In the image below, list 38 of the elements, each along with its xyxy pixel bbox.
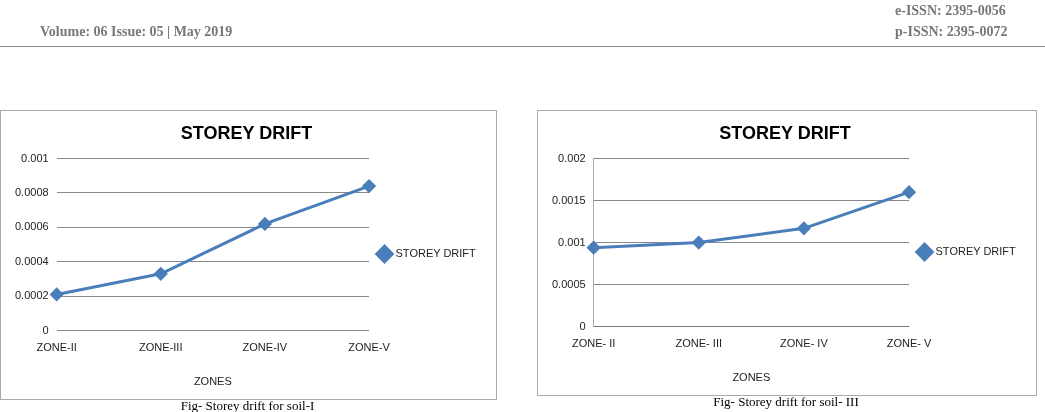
x-tick-label: ZONE- III [675, 337, 722, 350]
text: Volume: 06 Issue: 05 | May 2019 [40, 24, 233, 40]
text: p-ISSN: 2395-0072 [895, 24, 1008, 40]
y-tick-label: 0.002 [558, 151, 586, 164]
y-tick-label: 0.0008 [14, 186, 49, 199]
chart-title: STOREY DRIFT [719, 122, 851, 143]
point [587, 241, 601, 255]
x-tick-label: ZONE-II [36, 341, 77, 354]
y-tick-label: 0.0005 [551, 277, 586, 290]
legend-label: STOREY DRIFT [395, 247, 477, 260]
x-tick-label: ZONE-III [139, 341, 183, 354]
y-tick-label: 0.0015 [551, 193, 586, 206]
y-tick-label: 0.0006 [14, 220, 49, 233]
point [362, 179, 376, 193]
point [50, 287, 64, 301]
y-tick-label: 0.001 [21, 151, 49, 164]
point [154, 267, 168, 281]
x-axis-title: ZONES [193, 375, 232, 388]
point [258, 217, 272, 231]
point [692, 236, 706, 250]
y-tick-label: 0 [579, 319, 586, 332]
x-tick-label: ZONE-V [348, 341, 391, 354]
x-tick-label: ZONE- II [571, 337, 616, 350]
x-axis-title: ZONES [732, 371, 771, 384]
chart-title: STOREY DRIFT [180, 122, 313, 143]
y-tick-label: 0 [42, 323, 49, 336]
y-tick-label: 0.0002 [14, 289, 49, 302]
text: Fig- Storey drift for soil-I [179, 398, 316, 412]
point [902, 185, 916, 199]
y-tick-label: 0.001 [558, 235, 586, 248]
legend-label: STOREY DRIFT [935, 245, 1017, 258]
text: e-ISSN: 2395-0056 [895, 3, 1006, 19]
text: Fig- Storey drift for soil- III [712, 394, 860, 410]
point [797, 221, 811, 235]
x-tick-label: ZONE-IV [242, 341, 288, 354]
x-tick-label: ZONE- V [886, 337, 932, 350]
x-tick-label: ZONE- IV [780, 337, 829, 350]
y-tick-label: 0.0004 [14, 254, 49, 267]
